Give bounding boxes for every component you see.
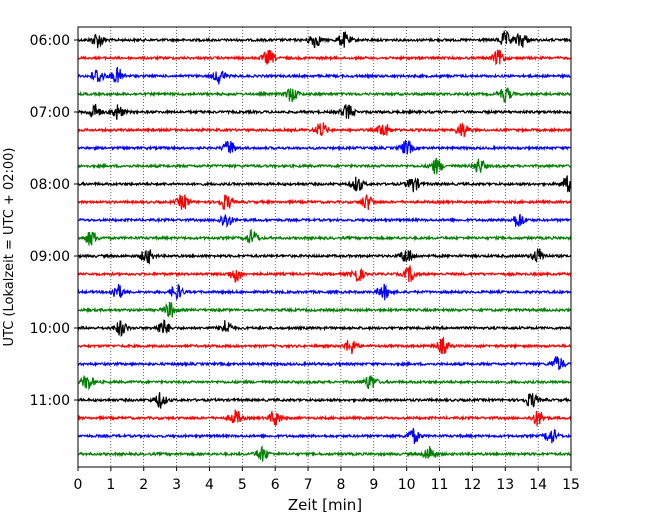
plot-frame [77,26,572,468]
y-tick-label: 11:00 [30,393,70,409]
x-tick-label: 15 [562,477,580,493]
x-tick-label: 8 [336,477,345,493]
x-tick-label: 14 [529,477,547,493]
trace-09:30 [77,283,572,301]
x-tick-label: 1 [106,477,115,493]
x-tick-label: 3 [172,477,181,493]
x-tick-label: 0 [74,477,83,493]
trace-11:15 [77,409,572,427]
x-tick-label: 6 [271,477,280,493]
y-tick-label: 08:00 [30,177,70,193]
trace-08:00 [77,175,572,193]
x-tick-label: 12 [463,477,481,493]
trace-06:30 [77,66,572,85]
x-tick-label: 9 [369,477,378,493]
trace-10:15 [77,336,572,354]
y-tick-label: 10:00 [30,321,70,337]
trace-11:45 [77,445,572,462]
trace-07:30 [77,139,572,155]
y-axis-ticks: 06:00 07:00 08:00 09:00 10:00 11:00 [30,33,78,409]
trace-07:00 [77,103,572,120]
y-tick-label: 06:00 [30,33,70,49]
x-tick-label: 7 [304,477,313,493]
x-tick-label: 4 [205,477,214,493]
trace-09:15 [77,264,572,283]
x-tick-label: 2 [139,477,148,493]
trace-09:00 [77,248,572,265]
trace-08:15 [77,194,572,211]
trace-group [77,29,572,462]
trace-06:15 [77,49,572,66]
trace-07:45 [77,157,572,176]
trace-07:15 [77,122,572,138]
y-axis-label: UTC (Lokalzeit = UTC + 02:00) [2,148,17,347]
x-axis-label: Zeit [min] [288,496,362,514]
trace-11:30 [77,427,572,445]
trace-08:30 [77,213,572,229]
vertical-grid [110,27,539,467]
x-tick-label: 11 [431,477,449,493]
trace-06:00 [77,29,572,49]
x-tick-label: 10 [398,477,416,493]
x-tick-label: 5 [238,477,247,493]
x-tick-label: 13 [496,477,514,493]
trace-10:00 [77,319,572,338]
trace-06:45 [77,87,572,104]
trace-10:30 [77,356,572,370]
x-axis-ticks: 0 1 2 3 4 5 6 7 8 9 10 11 12 13 14 15 [74,467,580,493]
trace-10:45 [77,374,572,391]
trace-09:45 [77,301,572,318]
y-tick-label: 07:00 [30,105,70,121]
y-tick-label: 09:00 [30,249,70,265]
trace-11:00 [77,392,572,409]
trace-08:45 [77,228,572,246]
